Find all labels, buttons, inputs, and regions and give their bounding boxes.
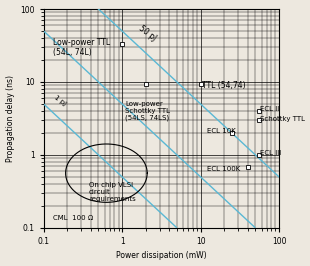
Text: Low-power TTL
(54L, 74L): Low-power TTL (54L, 74L) (53, 38, 110, 57)
Text: ECL 100K: ECL 100K (207, 165, 240, 172)
Text: ECL III: ECL III (260, 150, 281, 156)
Text: On chip VLSI
circuit
requirements: On chip VLSI circuit requirements (89, 182, 136, 202)
Text: 1 pJ: 1 pJ (53, 95, 67, 107)
Text: 50 pJ: 50 pJ (137, 23, 158, 42)
Text: ECL 10K: ECL 10K (207, 128, 236, 134)
Text: Low-power
Schottky TTL
(54LS, 74LS): Low-power Schottky TTL (54LS, 74LS) (125, 101, 170, 121)
Text: Schottky TTL: Schottky TTL (260, 116, 305, 122)
X-axis label: Power dissipation (mW): Power dissipation (mW) (116, 251, 207, 260)
Y-axis label: Propagation delay (ns): Propagation delay (ns) (6, 75, 15, 162)
Text: ECL II: ECL II (260, 106, 279, 112)
Text: TTL (54,74): TTL (54,74) (202, 81, 246, 90)
Text: CML  100 Ω: CML 100 Ω (53, 215, 93, 221)
